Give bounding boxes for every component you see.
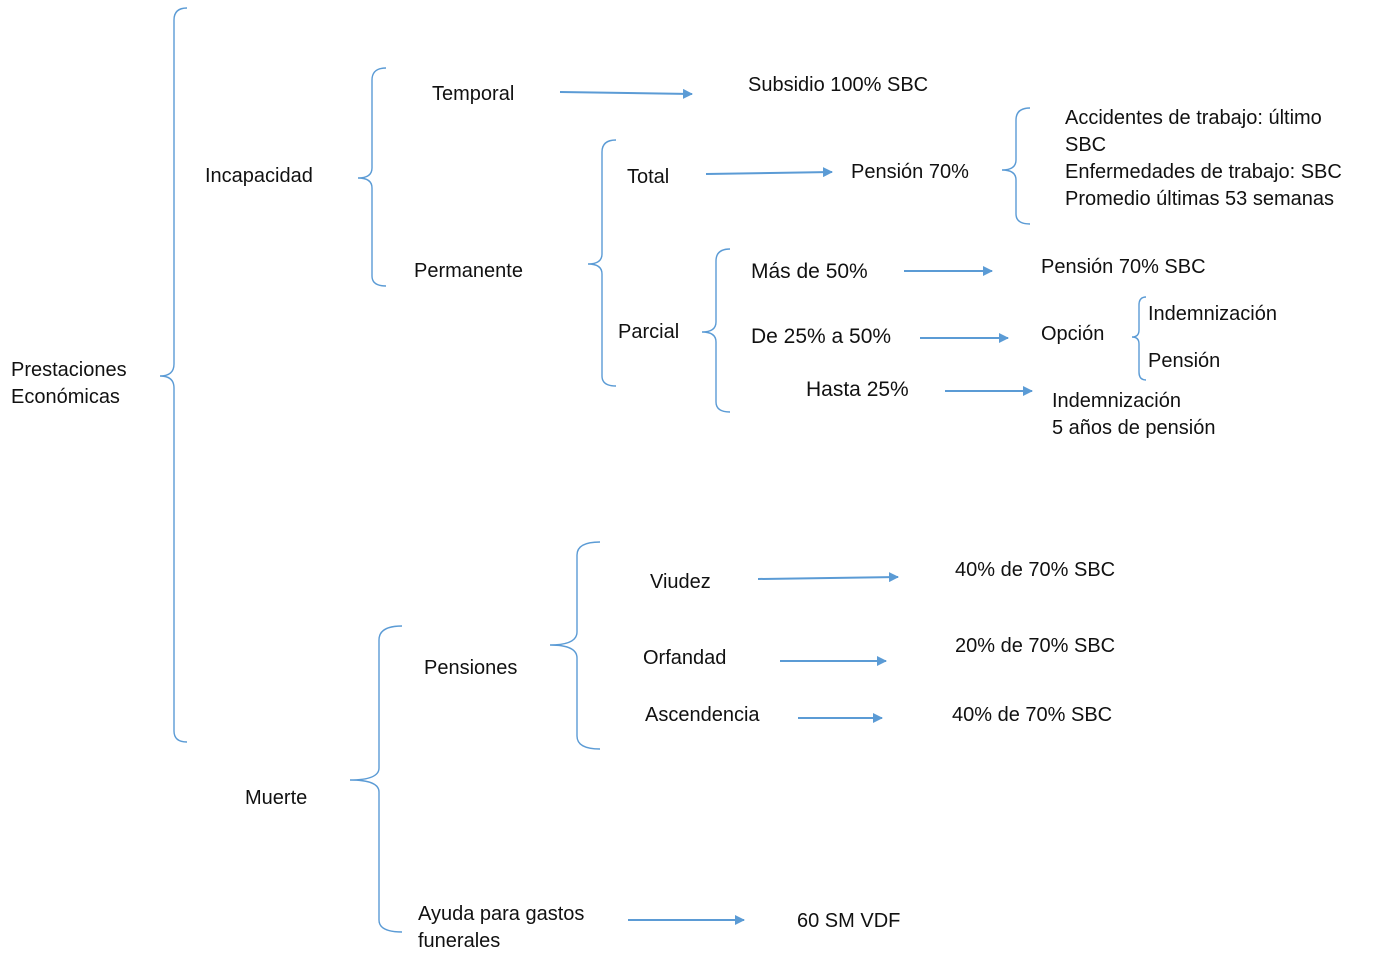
node-viudez: Viudez bbox=[650, 571, 711, 593]
bracket-pensiones bbox=[549, 541, 601, 750]
node-orfandad: Orfandad bbox=[643, 647, 727, 669]
node-ayuda: Ayuda para gastos funerales bbox=[418, 901, 584, 955]
bracket-incapacidad bbox=[357, 67, 387, 287]
ayuda-line1: Ayuda para gastos bbox=[418, 903, 585, 925]
node-opcion-pension: Pensión bbox=[1148, 350, 1221, 372]
node-total-details: Accidentes de trabajo: último SBC Enferm… bbox=[1065, 105, 1342, 213]
total-details-line3: Enfermedades de trabajo: SBC bbox=[1065, 161, 1342, 183]
node-total: Total bbox=[627, 166, 670, 188]
node-hasta-25: Hasta 25% bbox=[806, 378, 909, 401]
node-de-25-50: De 25% a 50% bbox=[751, 325, 892, 348]
hasta-25-result-line1: Indemnización bbox=[1052, 390, 1181, 412]
bracket-muerte bbox=[349, 625, 403, 933]
total-details-line2: SBC bbox=[1065, 134, 1107, 156]
bracket-permanente bbox=[587, 139, 617, 387]
node-orfandad-result: 20% de 70% SBC bbox=[955, 635, 1116, 657]
node-hasta-25-result: Indemnización 5 años de pensión bbox=[1052, 388, 1215, 442]
bracket-opcion bbox=[1131, 296, 1147, 381]
hasta-25-result-line2: 5 años de pensión bbox=[1052, 417, 1216, 439]
node-viudez-result: 40% de 70% SBC bbox=[955, 559, 1116, 581]
node-root-line2: Económicas bbox=[11, 386, 120, 408]
node-root-line1: Prestaciones bbox=[11, 359, 127, 381]
node-pension-70-sbc: Pensión 70% SBC bbox=[1041, 256, 1206, 278]
node-ascendencia: Ascendencia bbox=[645, 704, 760, 726]
node-pensiones: Pensiones bbox=[424, 657, 518, 679]
node-permanente: Permanente bbox=[414, 260, 523, 282]
bracket-parcial bbox=[701, 248, 731, 413]
node-pension-70: Pensión 70% bbox=[851, 161, 969, 183]
node-ascendencia-result: 40% de 70% SBC bbox=[952, 704, 1113, 726]
node-temporal: Temporal bbox=[432, 83, 515, 105]
node-root: Prestaciones Económicas bbox=[11, 357, 127, 411]
node-ayuda-result: 60 SM VDF bbox=[797, 910, 901, 932]
node-muerte: Muerte bbox=[245, 787, 308, 809]
arrow-total bbox=[705, 167, 833, 178]
bracket-root bbox=[159, 7, 188, 743]
total-details-line4: Promedio últimas 53 semanas bbox=[1065, 188, 1335, 210]
node-parcial: Parcial bbox=[618, 321, 680, 343]
node-subsidio: Subsidio 100% SBC bbox=[748, 74, 929, 96]
node-opcion-indemnizacion: Indemnización bbox=[1148, 303, 1277, 325]
bracket-total-details bbox=[1001, 107, 1031, 225]
ayuda-line2: funerales bbox=[418, 930, 501, 952]
node-incapacidad: Incapacidad bbox=[205, 165, 313, 187]
total-details-line1: Accidentes de trabajo: último bbox=[1065, 107, 1322, 129]
node-mas-50: Más de 50% bbox=[751, 260, 868, 283]
arrow-viudez bbox=[757, 572, 899, 583]
node-opcion: Opción bbox=[1041, 323, 1105, 345]
arrow-temporal bbox=[559, 88, 693, 99]
